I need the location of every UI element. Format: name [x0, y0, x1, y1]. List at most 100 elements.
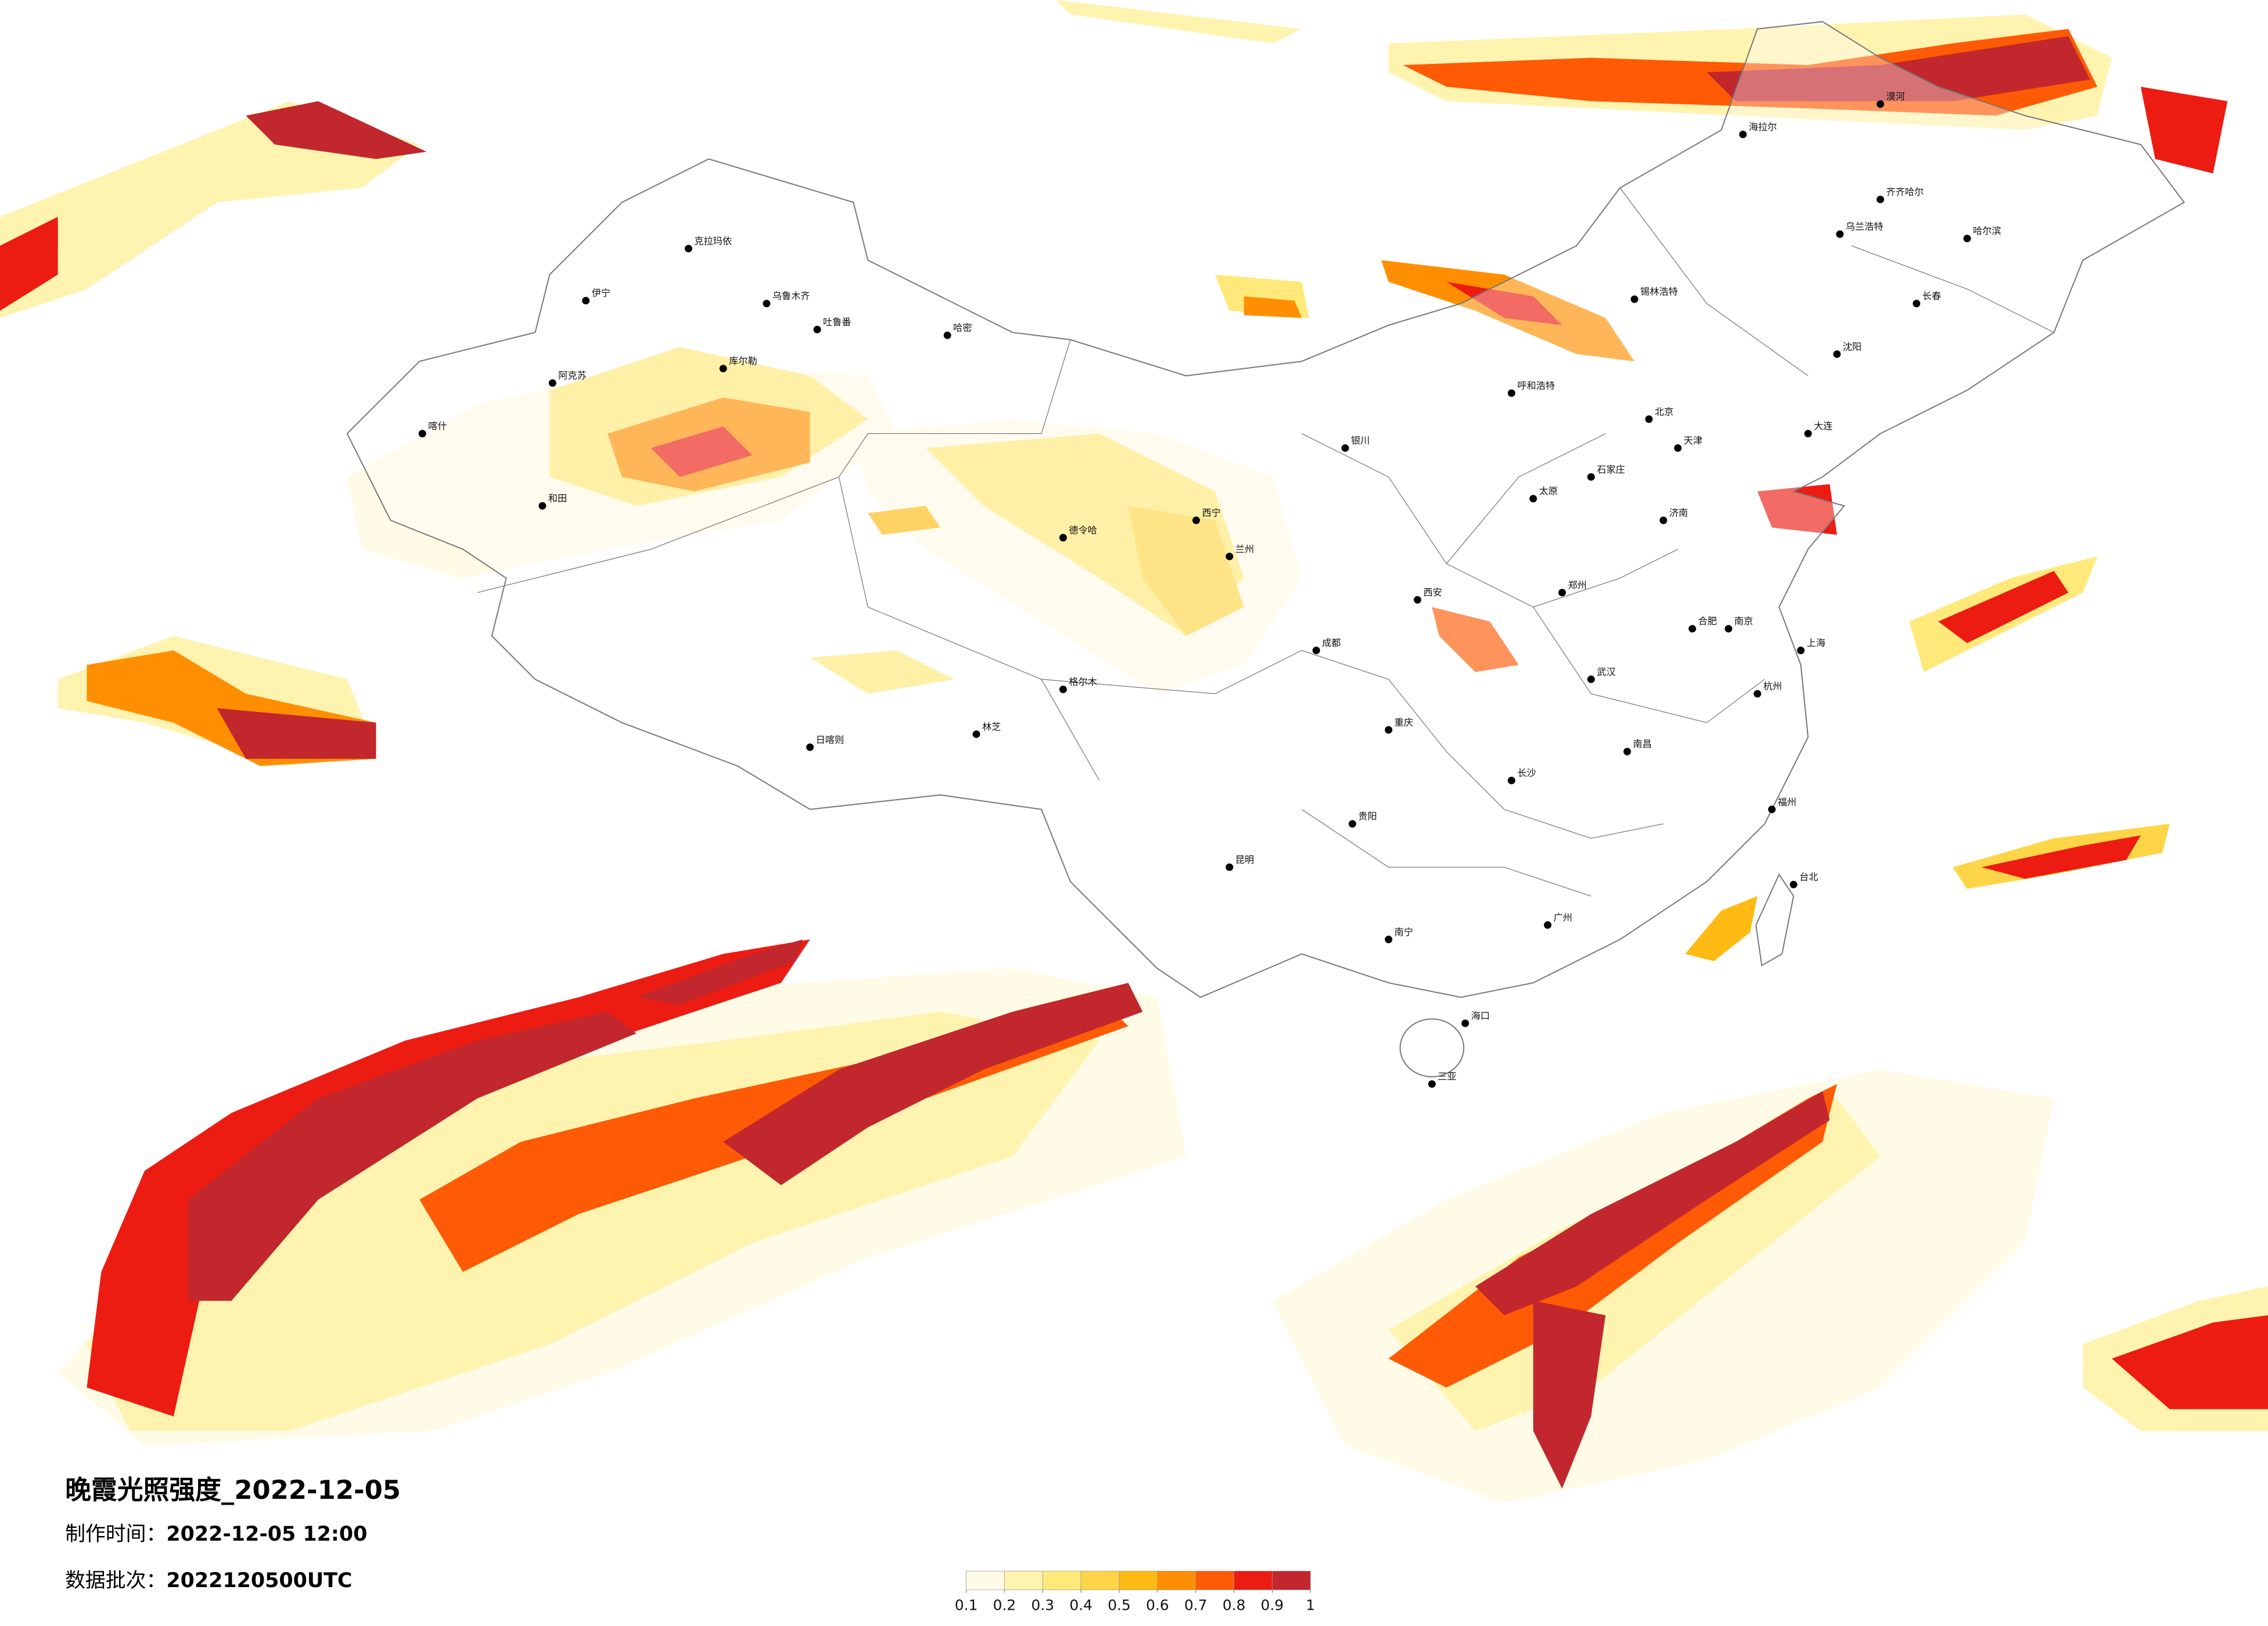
- intensity-swath: [1446, 282, 1562, 325]
- production-time-value: 2022-12-05 12:00: [166, 1523, 367, 1546]
- city-dot: [1059, 534, 1067, 542]
- city-dot: [1225, 552, 1234, 560]
- intensity-swath: [1432, 607, 1519, 672]
- city-dot: [1225, 863, 1234, 871]
- production-time-label: 制作时间：: [65, 1523, 166, 1546]
- city-dot: [1558, 588, 1566, 596]
- city-label: 乌鲁木齐: [772, 290, 810, 301]
- intensity-swath: [1981, 835, 2141, 879]
- intensity-swath: [2140, 87, 2228, 174]
- legend-label: 0.8: [1223, 1597, 1246, 1614]
- intensity-swath: [868, 506, 940, 535]
- city-label: 乌兰浩特: [1846, 221, 1884, 232]
- intensity-swath: [188, 1012, 637, 1301]
- intensity-swath: [246, 101, 427, 159]
- city-dot: [1428, 1080, 1436, 1088]
- city-label: 西宁: [1202, 508, 1221, 519]
- city-dot: [1385, 726, 1393, 734]
- legend-label: 0.3: [1031, 1597, 1055, 1614]
- city-dot: [1529, 495, 1537, 503]
- city-label: 伊宁: [592, 287, 610, 298]
- city-dot: [1753, 690, 1762, 698]
- city-label: 上海: [1807, 638, 1825, 649]
- intensity-swath: [0, 217, 58, 311]
- intensity-swath: [1056, 0, 1302, 44]
- city-label: 呼和浩特: [1517, 380, 1555, 391]
- city-label: 武汉: [1597, 666, 1615, 677]
- map-title: 晚霞光照强度_2022-12-05: [65, 1474, 401, 1505]
- city-dot: [719, 365, 727, 373]
- intensity-swath: [0, 101, 420, 318]
- city-label: 昆明: [1235, 854, 1254, 865]
- city-dot: [1963, 235, 1971, 243]
- city-label: 日喀则: [816, 734, 844, 745]
- city-label: 石家庄: [1597, 464, 1625, 475]
- city-dot: [1674, 444, 1682, 452]
- country-outline: [346, 21, 2186, 1078]
- intensity-swath: [650, 426, 753, 477]
- legend-label: 0.6: [1146, 1597, 1169, 1614]
- china-border: [346, 21, 2186, 998]
- city-label: 海拉尔: [1749, 121, 1777, 132]
- legend-swatch: [1157, 1571, 1196, 1591]
- city-dot: [943, 331, 951, 339]
- city-label: 和田: [548, 493, 567, 504]
- city-dot: [1877, 100, 1885, 108]
- city-label: 银川: [1351, 435, 1370, 446]
- city-dot: [1724, 625, 1733, 633]
- city-dot: [806, 743, 814, 751]
- city-label: 格尔木: [1069, 677, 1097, 688]
- city-dot: [1804, 430, 1812, 438]
- city-label: 北京: [1655, 406, 1673, 417]
- city-label: 沈阳: [1843, 341, 1861, 352]
- city-label: 重庆: [1394, 717, 1413, 728]
- intensity-swath: [636, 939, 803, 1005]
- city-dot: [538, 502, 547, 510]
- intensity-swath: [2112, 1315, 2268, 1409]
- data-batch-label: 数据批次：: [65, 1569, 166, 1592]
- city-label: 福州: [1778, 796, 1796, 807]
- city-dot: [813, 325, 821, 333]
- city-label: 兰州: [1235, 544, 1254, 555]
- city-label: 哈尔滨: [1973, 225, 2001, 236]
- city-dot: [418, 430, 426, 438]
- city-dot: [1508, 776, 1515, 785]
- legend-label: 1: [1306, 1597, 1315, 1614]
- city-dot: [1789, 880, 1798, 888]
- city-label: 杭州: [1763, 681, 1782, 692]
- city-label: 广州: [1554, 912, 1572, 923]
- city-dot: [763, 300, 771, 308]
- city-label: 台北: [1799, 872, 1818, 883]
- city-dot: [1836, 230, 1844, 238]
- legend-label: 0.1: [955, 1597, 978, 1614]
- legend-label: 0.2: [993, 1597, 1016, 1614]
- intensity-swath: [1685, 896, 1757, 962]
- city-label: 海口: [1471, 1010, 1490, 1021]
- city-dot: [1587, 675, 1595, 684]
- legend-swatch: [1080, 1571, 1120, 1591]
- legend-label: 0.4: [1069, 1597, 1092, 1614]
- legend-swatch: [1042, 1571, 1081, 1591]
- province-border: [477, 188, 2054, 897]
- hainan: [1399, 1018, 1465, 1078]
- city-dot: [582, 297, 590, 305]
- city-dot: [1623, 747, 1631, 756]
- city-label: 喀什: [428, 420, 447, 431]
- taiwan: [1755, 873, 1795, 967]
- city-label: 南昌: [1633, 739, 1652, 750]
- intensity-swath: [1243, 296, 1302, 318]
- city-dot: [1833, 350, 1841, 358]
- city-label: 南宁: [1394, 926, 1413, 937]
- city-dot: [1688, 625, 1696, 633]
- city-label: 哈密: [953, 322, 972, 333]
- legend-swatch: [1004, 1571, 1043, 1591]
- legend-swatch: [1195, 1571, 1234, 1591]
- legend: 0.1 0.2 0.3 0.4 0.5 0.6 0.7 0.8 0.9 1: [955, 1571, 1315, 1614]
- city-label: 济南: [1669, 508, 1688, 519]
- city-dot: [1659, 516, 1667, 524]
- city-label: 南京: [1734, 616, 1753, 627]
- city-label: 西安: [1424, 587, 1442, 598]
- city-dot: [1630, 295, 1638, 303]
